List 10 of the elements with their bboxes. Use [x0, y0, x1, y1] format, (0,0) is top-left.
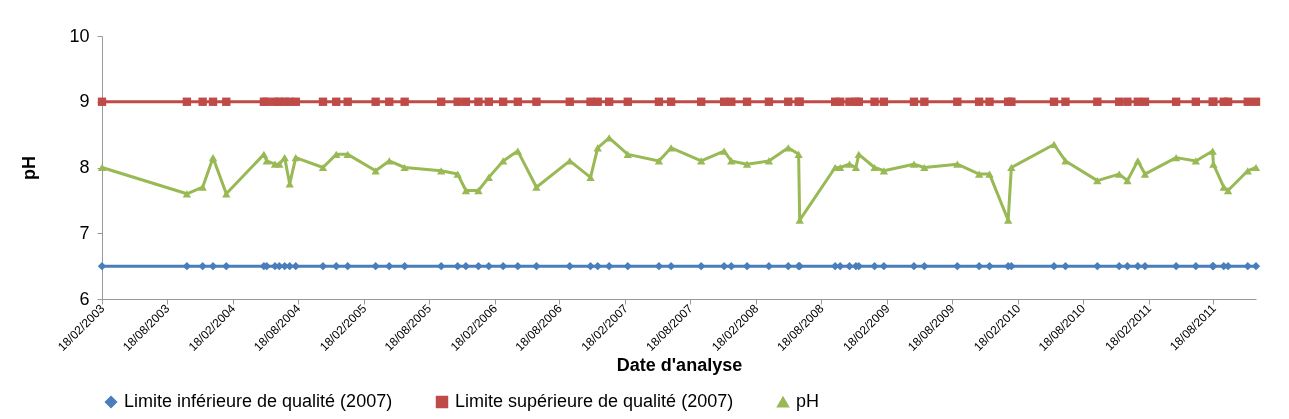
- y-tick-label: 10: [69, 25, 90, 46]
- y-tick-label: 9: [79, 91, 90, 112]
- legend-label: Limite inférieure de qualité (2007): [124, 391, 393, 411]
- y-axis-title: pH: [19, 156, 40, 180]
- y-tick-label: 8: [79, 157, 90, 177]
- y-tick-label: 6: [79, 288, 90, 309]
- legend-label: Limite supérieure de qualité (2007): [455, 391, 734, 411]
- y-tick-label: 7: [79, 222, 90, 243]
- x-axis-title: Date d'analyse: [616, 355, 743, 376]
- legend-label: pH: [796, 391, 820, 411]
